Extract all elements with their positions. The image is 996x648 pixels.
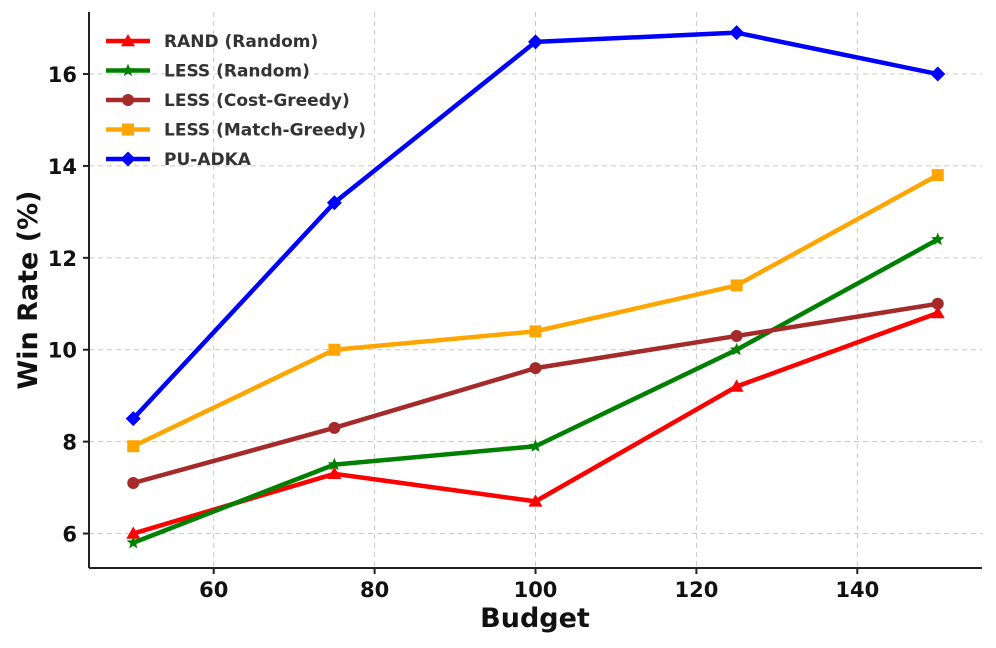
- legend-label: LESS (Cost-Greedy): [164, 91, 350, 111]
- legend-item: LESS (Cost-Greedy): [106, 91, 350, 111]
- series-0: [126, 305, 945, 539]
- legend-item: LESS (Random): [106, 62, 310, 82]
- x-tick-label: 120: [674, 578, 718, 602]
- legend-item: LESS (Match-Greedy): [106, 121, 366, 141]
- data-point: [730, 329, 743, 342]
- data-point: [930, 305, 945, 319]
- data-point: [528, 34, 543, 50]
- series-4: [125, 25, 946, 427]
- data-point: [729, 342, 744, 356]
- legend-item: PU-ADKA: [106, 150, 252, 170]
- x-ticks: 60 80 100 120 140: [199, 568, 879, 602]
- legend: RAND (Random) LESS (Random) LESS (Cost-Gre…: [106, 32, 366, 170]
- x-tick-label: 60: [199, 578, 228, 602]
- data-point: [529, 362, 542, 375]
- y-tick-label: 10: [48, 339, 77, 363]
- y-ticks: 6 8 10 12 14 16: [48, 63, 89, 547]
- data-point: [328, 421, 341, 434]
- data-point: [326, 195, 342, 211]
- y-tick-label: 8: [62, 431, 77, 455]
- data-point: [127, 476, 140, 489]
- y-tick-label: 16: [48, 63, 77, 87]
- data-point: [729, 25, 745, 41]
- data-point: [127, 440, 140, 453]
- data-point: [126, 526, 141, 539]
- x-tick-label: 80: [360, 578, 389, 602]
- series-2: [127, 297, 944, 489]
- data-point: [931, 169, 944, 182]
- x-axis-title: Budget: [480, 603, 590, 634]
- legend-label: LESS (Match-Greedy): [164, 121, 366, 141]
- legend-marker: [121, 34, 135, 47]
- y-tick-label: 12: [48, 247, 77, 271]
- grid: [89, 12, 982, 568]
- y-tick-label: 6: [62, 523, 77, 547]
- y-axis-title: Win Rate (%): [13, 190, 44, 389]
- data-point: [125, 411, 141, 427]
- data-point: [528, 439, 543, 452]
- legend-marker: [120, 151, 136, 167]
- data-point: [528, 494, 543, 507]
- legend-label: PU-ADKA: [164, 150, 252, 170]
- series-layer: [125, 25, 946, 549]
- data-point: [730, 279, 743, 292]
- series-1: [126, 232, 945, 549]
- x-tick-label: 140: [835, 578, 879, 602]
- legend-marker: [122, 94, 134, 106]
- series-3: [127, 169, 944, 453]
- data-point: [327, 466, 342, 480]
- data-point: [729, 379, 744, 392]
- data-point: [529, 325, 542, 338]
- legend-marker: [121, 63, 135, 77]
- y-tick-label: 14: [48, 155, 77, 179]
- data-point: [931, 297, 944, 310]
- legend-item: RAND (Random): [106, 32, 318, 52]
- data-point: [328, 343, 341, 356]
- legend-marker: [122, 123, 134, 136]
- data-point: [327, 457, 342, 471]
- legend-label: LESS (Random): [164, 62, 310, 82]
- data-point: [931, 232, 945, 246]
- legend-label: RAND (Random): [164, 32, 318, 52]
- data-point: [930, 66, 946, 82]
- data-point: [126, 535, 140, 549]
- x-tick-label: 100: [514, 578, 558, 602]
